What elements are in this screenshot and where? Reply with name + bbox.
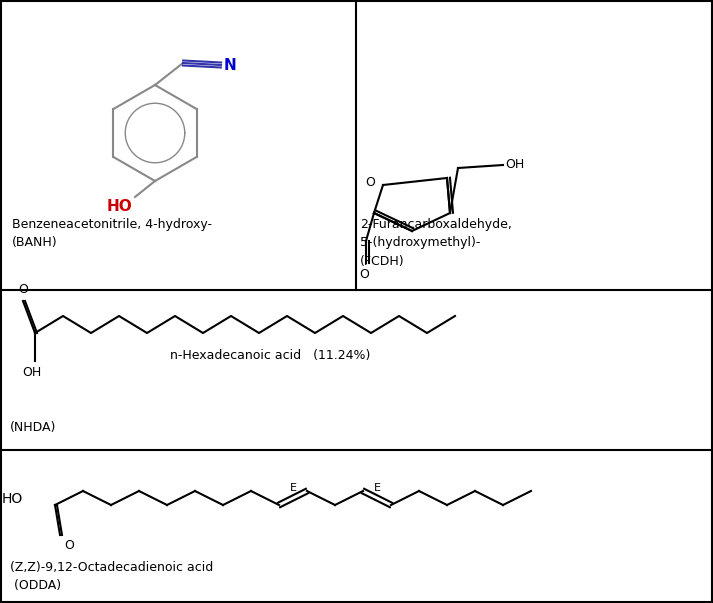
Text: OH: OH xyxy=(22,366,41,379)
Text: HO: HO xyxy=(106,199,132,214)
Text: OH: OH xyxy=(505,159,524,171)
Text: n-Hexadecanoic acid   (11.24%): n-Hexadecanoic acid (11.24%) xyxy=(170,349,370,362)
Text: (FCDH): (FCDH) xyxy=(360,255,404,268)
Text: HO: HO xyxy=(1,492,23,506)
Text: 2-Furancarboxaldehyde,: 2-Furancarboxaldehyde, xyxy=(360,218,512,231)
Text: O: O xyxy=(359,268,369,281)
Text: (BANH): (BANH) xyxy=(12,236,58,249)
Text: O: O xyxy=(365,177,375,189)
Text: N: N xyxy=(224,57,237,72)
Text: O: O xyxy=(18,283,28,296)
Text: (ODDA): (ODDA) xyxy=(10,579,61,592)
Text: 5-(hydroxymethyl)-: 5-(hydroxymethyl)- xyxy=(360,236,481,249)
Text: E: E xyxy=(289,483,297,493)
Text: (Z,Z)-9,12-Octadecadienoic acid: (Z,Z)-9,12-Octadecadienoic acid xyxy=(10,561,213,574)
Text: O: O xyxy=(64,539,74,552)
Text: (NHDA): (NHDA) xyxy=(10,421,56,435)
Text: E: E xyxy=(374,483,381,493)
Text: Benzeneacetonitrile, 4-hydroxy-: Benzeneacetonitrile, 4-hydroxy- xyxy=(12,218,212,231)
